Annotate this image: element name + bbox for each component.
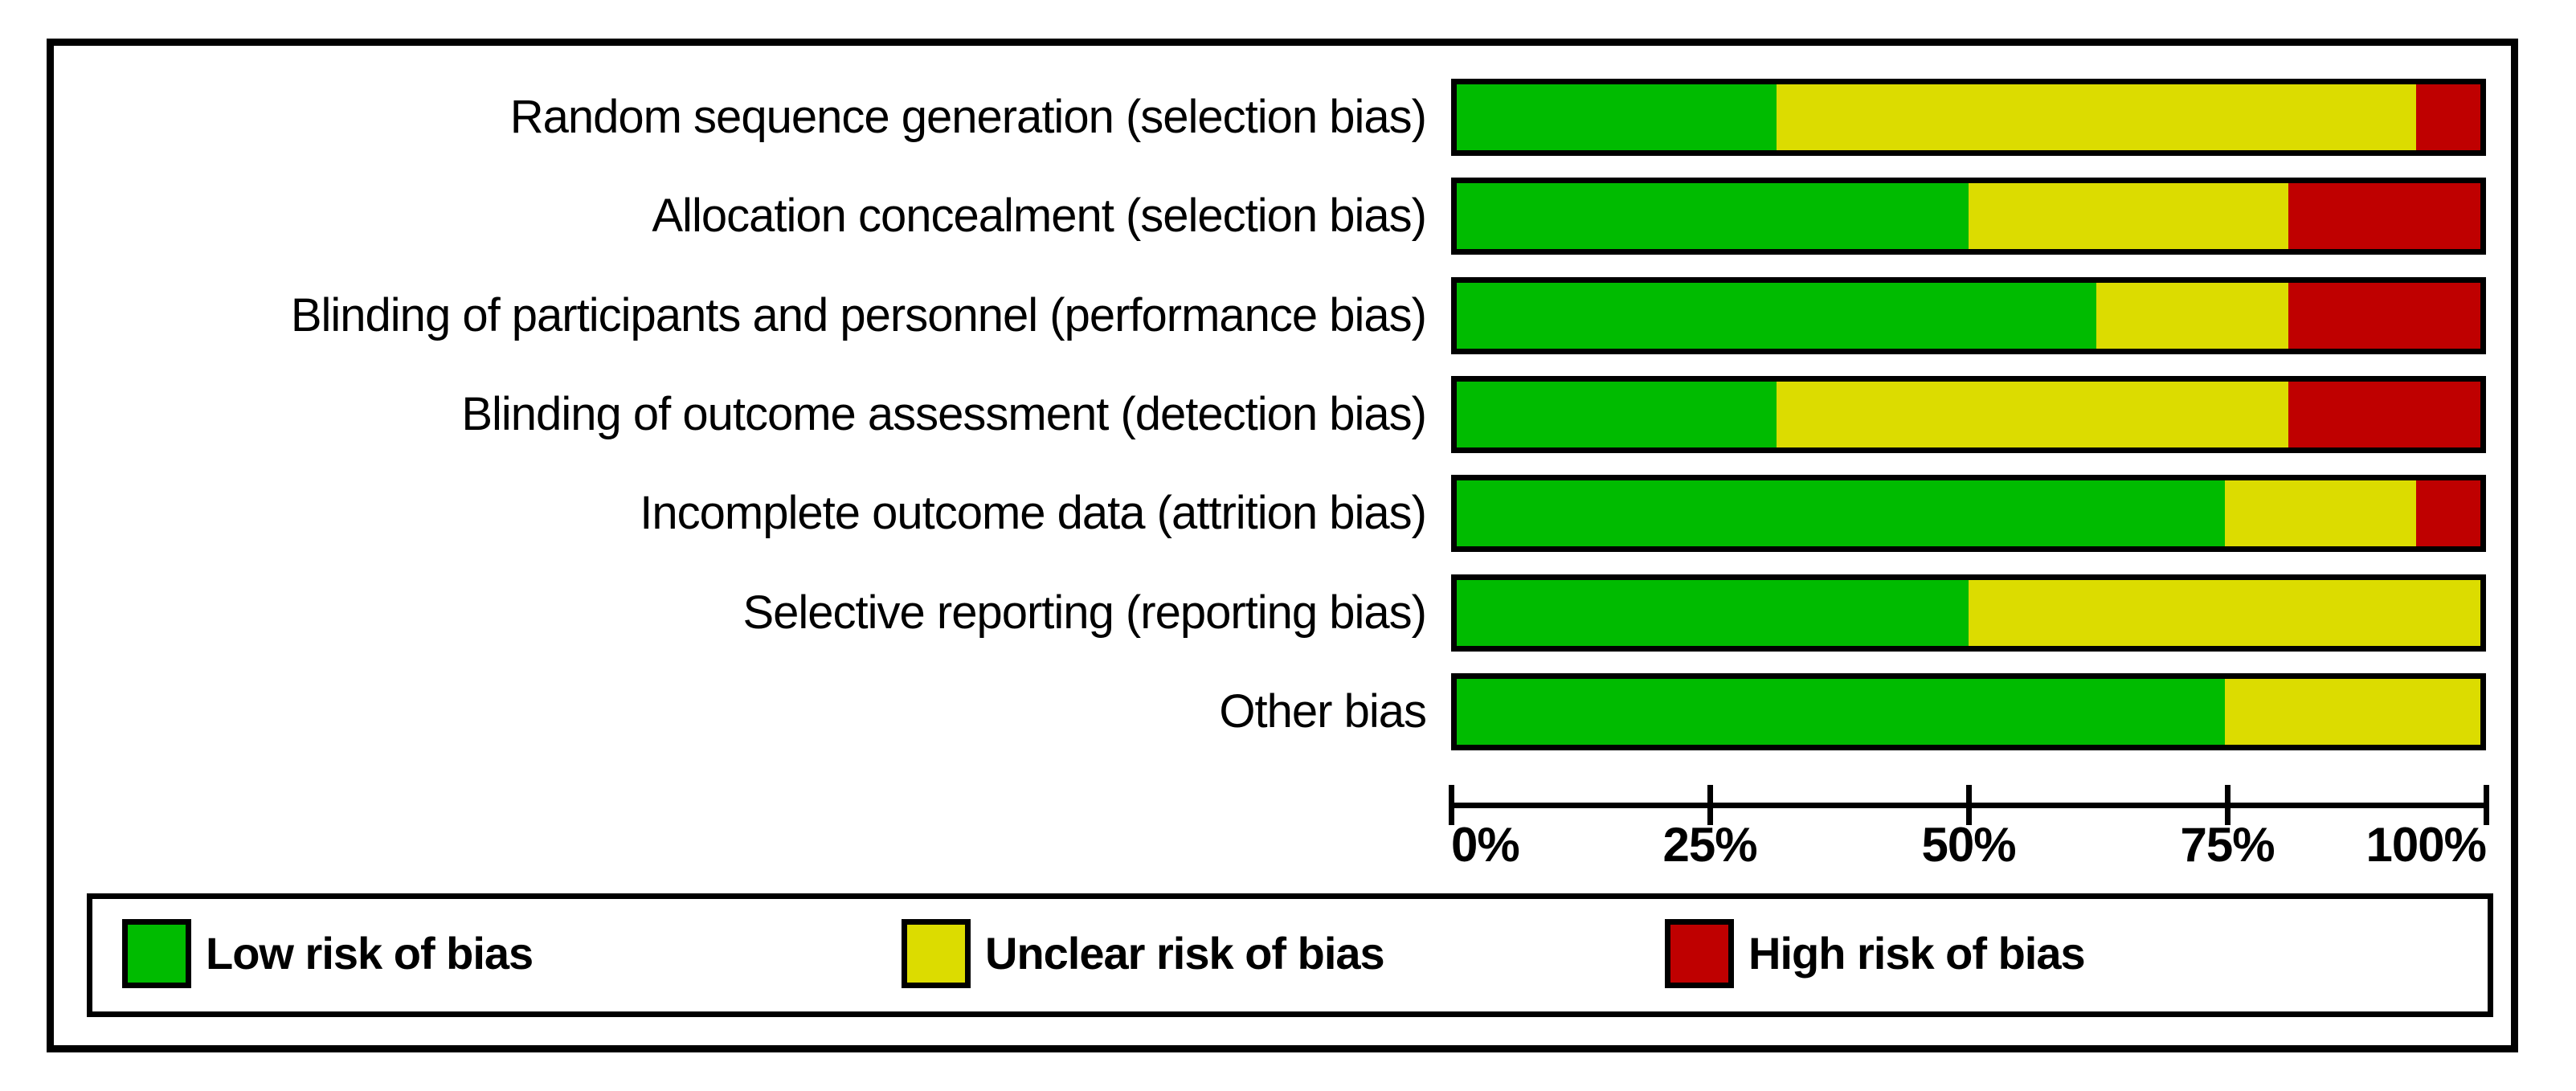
- row-label: Incomplete outcome data (attrition bias): [640, 487, 1427, 539]
- bar-segment-high-risk: [2416, 84, 2480, 150]
- stacked-bar: [1451, 376, 2486, 453]
- bar-segment-unclear-risk: [2224, 480, 2417, 546]
- bar-segment-high-risk: [2288, 382, 2480, 447]
- legend-item-high-risk: High risk of bias: [1665, 919, 2086, 988]
- legend-label: High risk of bias: [1748, 928, 2086, 979]
- bar-segment-low-risk: [1457, 84, 1777, 150]
- bar-segment-low-risk: [1457, 480, 2225, 546]
- bar-row: Random sequence generation (selection bi…: [0, 79, 2576, 156]
- legend-label: Low risk of bias: [206, 928, 534, 979]
- bar-segment-high-risk: [2288, 183, 2480, 249]
- axis-tick-label: 75%: [2180, 818, 2275, 872]
- axis-tick-label: 0%: [1451, 818, 1520, 872]
- bar-segment-low-risk: [1457, 382, 1777, 447]
- legend-swatch-high-risk: [1665, 919, 1734, 988]
- legend-item-low-risk: Low risk of bias: [122, 919, 534, 988]
- bar-row: Other bias: [0, 673, 2576, 750]
- axis-tick: [1449, 785, 1454, 825]
- axis-tick: [1707, 785, 1713, 825]
- legend-label: Unclear risk of bias: [985, 928, 1385, 979]
- bar-row: Allocation concealment (selection bias): [0, 178, 2576, 255]
- bar-row: Blinding of outcome assessment (detectio…: [0, 376, 2576, 453]
- bar-segment-unclear-risk: [2224, 679, 2480, 745]
- stacked-bar: [1451, 178, 2486, 255]
- axis-tick: [2225, 785, 2230, 825]
- stacked-bar: [1451, 574, 2486, 652]
- stacked-bar: [1451, 277, 2486, 354]
- bar-segment-low-risk: [1457, 580, 1969, 646]
- axis-tick: [1966, 785, 1972, 825]
- stacked-bar: [1451, 673, 2486, 750]
- figure-border: [47, 39, 2518, 1052]
- bar-segment-unclear-risk: [1969, 183, 2289, 249]
- bar-segment-high-risk: [2288, 283, 2480, 349]
- legend-swatch-low-risk: [122, 919, 191, 988]
- bar-row: Blinding of participants and personnel (…: [0, 277, 2576, 354]
- bar-segment-low-risk: [1457, 679, 2225, 745]
- row-label: Other bias: [1219, 685, 1427, 738]
- axis-tick: [2484, 785, 2489, 825]
- row-label: Random sequence generation (selection bi…: [509, 91, 1427, 143]
- bar-segment-unclear-risk: [2096, 283, 2289, 349]
- axis-tick-label: 25%: [1662, 818, 1757, 872]
- row-label: Selective reporting (reporting bias): [742, 586, 1427, 639]
- row-label: Blinding of participants and personnel (…: [290, 289, 1427, 341]
- bar-segment-unclear-risk: [1969, 580, 2480, 646]
- bar-segment-unclear-risk: [1777, 84, 2417, 150]
- bar-row: Incomplete outcome data (attrition bias): [0, 475, 2576, 552]
- bar-segment-unclear-risk: [1777, 382, 2289, 447]
- bar-segment-high-risk: [2416, 480, 2480, 546]
- axis-tick-label: 50%: [1921, 818, 2016, 872]
- bar-segment-low-risk: [1457, 183, 1969, 249]
- stacked-bar: [1451, 475, 2486, 552]
- axis-tick-label: 100%: [2365, 818, 2487, 872]
- bar-segment-low-risk: [1457, 283, 2097, 349]
- legend-box: [87, 893, 2493, 1017]
- legend-item-unclear-risk: Unclear risk of bias: [902, 919, 1385, 988]
- bar-row: Selective reporting (reporting bias): [0, 574, 2576, 652]
- row-label: Blinding of outcome assessment (detectio…: [461, 388, 1427, 440]
- row-label: Allocation concealment (selection bias): [652, 190, 1427, 242]
- legend-swatch-unclear-risk: [902, 919, 971, 988]
- stacked-bar: [1451, 79, 2486, 156]
